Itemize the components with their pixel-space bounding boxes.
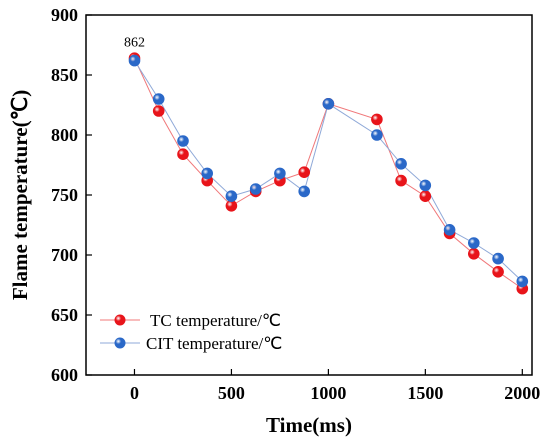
x-axis-title: Time(ms): [266, 413, 352, 437]
y-tick-label: 750: [51, 185, 78, 205]
data-point: [322, 98, 335, 110]
data-point: [419, 179, 432, 192]
x-tick-label: 1000: [310, 383, 346, 403]
data-point: [395, 158, 407, 170]
data-point: [177, 135, 189, 147]
data-point: [201, 167, 213, 180]
y-tick-label: 650: [51, 305, 78, 325]
data-label: 862: [124, 36, 145, 51]
data-point: [298, 185, 311, 198]
y-tick-label: 800: [51, 125, 78, 145]
legend-label-cit: CIT temperature/℃: [146, 334, 282, 353]
y-tick-label: 700: [51, 245, 78, 265]
data-point: [492, 252, 504, 265]
legend-marker-tc: [114, 314, 126, 326]
data-point: [298, 166, 311, 178]
legend-marker-cit: [114, 337, 126, 349]
x-tick-label: 0: [130, 383, 139, 403]
legend-label-tc: TC temperature/℃: [150, 311, 281, 330]
series-line: [134, 57, 523, 290]
data-point: [492, 265, 504, 278]
data-point: [152, 93, 165, 105]
data-point: [443, 224, 456, 236]
data-point: [274, 167, 286, 180]
data-point: [395, 174, 407, 187]
legend: TC temperature/℃ CIT temperature/℃: [100, 311, 282, 353]
data-point: [371, 113, 383, 126]
data-point: [516, 275, 529, 288]
data-point: [225, 190, 238, 202]
data-point: [128, 54, 141, 67]
data-point: [467, 237, 480, 249]
data-point: [152, 105, 165, 117]
data-point: [467, 248, 480, 260]
plot-area: 600 650 700 750 800 850 900 0 500 1000 1500 2000 862: [51, 5, 540, 403]
data-point: [249, 183, 262, 195]
data-point: [371, 129, 383, 141]
x-tick-label: 1500: [407, 383, 443, 403]
x-tick-label: 2000: [504, 383, 540, 403]
y-tick-label: 600: [51, 365, 78, 385]
data-point: [177, 148, 189, 160]
data-point: [419, 190, 432, 202]
y-tick-label: 850: [51, 65, 78, 85]
y-axis-title: Flame temperature(℃): [8, 90, 32, 300]
series-line: [134, 60, 523, 282]
y-tick-label: 900: [51, 5, 78, 25]
x-tick-label: 500: [218, 383, 245, 403]
